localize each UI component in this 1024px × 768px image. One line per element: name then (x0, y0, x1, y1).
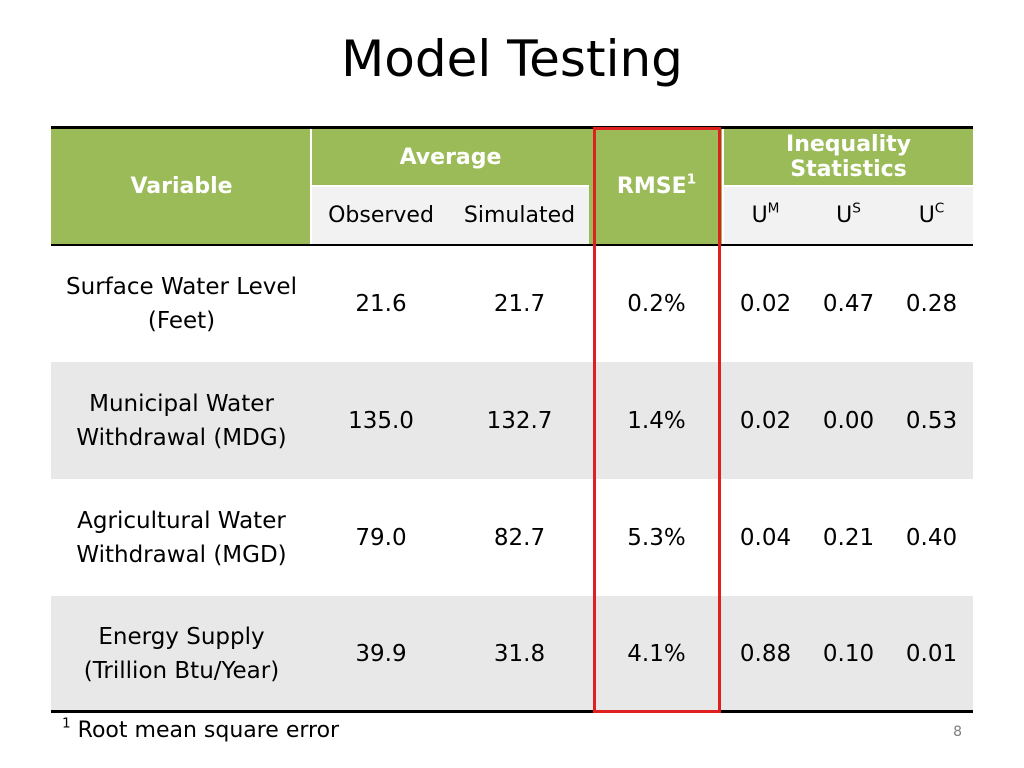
rmse-footnote-marker: 1 (686, 171, 697, 188)
rmse-cell: 5.3% (627, 524, 686, 551)
header-average-label: Average (399, 144, 502, 170)
simulated-cell: 82.7 (493, 524, 546, 551)
header-rmse: RMSE1 (589, 128, 724, 245)
uc-cell: 0.01 (905, 640, 958, 667)
rmse-cell: 1.4% (627, 407, 686, 434)
uc-cell: 0.53 (905, 407, 958, 434)
uc-cell: 0.28 (905, 290, 958, 317)
footnote: 1 Root mean square error (62, 715, 340, 743)
header-separator (722, 128, 724, 245)
variable-cell: Surface Water Level (Feet) (66, 273, 297, 334)
header-observed: Observed (312, 186, 450, 245)
us-cell: 0.47 (822, 290, 875, 317)
simulated-cell: 31.8 (493, 640, 546, 667)
variable-cell: Energy Supply (Trillion Btu/Year) (83, 623, 280, 684)
header-separator (310, 128, 312, 245)
header-observed-label: Observed (328, 203, 434, 228)
um-cell: 0.88 (739, 640, 792, 667)
header-separator (724, 185, 973, 187)
um-cell: 0.02 (739, 407, 792, 434)
header-um: UM (724, 186, 807, 245)
um-cell: 0.02 (739, 290, 792, 317)
observed-cell: 79.0 (355, 524, 407, 551)
header-variable: Variable (51, 128, 312, 245)
rmse-cell: 4.1% (627, 640, 686, 667)
us-cell: 0.10 (822, 640, 875, 667)
footnote-marker: 1 (62, 715, 71, 732)
header-simulated-label: Simulated (463, 203, 576, 228)
header-average: Average (312, 128, 589, 186)
row-band (51, 362, 973, 479)
header-us: US (807, 186, 890, 245)
um-cell: 0.04 (739, 524, 792, 551)
rmse-highlight-box (593, 127, 721, 713)
footnote-text: Root mean square error (77, 718, 340, 743)
header-rmse-label: RMSE1 (616, 171, 697, 199)
header-bottom-rule (51, 244, 973, 246)
header-variable-label: Variable (130, 174, 233, 199)
variable-cell: Municipal Water Withdrawal (MDG) (76, 390, 287, 451)
header-simulated: Simulated (450, 186, 589, 245)
observed-cell: 39.9 (355, 640, 407, 667)
rmse-cell: 0.2% (627, 290, 686, 317)
simulated-cell: 132.7 (486, 407, 553, 434)
header-separator (312, 185, 589, 187)
us-cell: 0.00 (822, 407, 875, 434)
table-top-rule (51, 126, 973, 129)
page-number: 8 (953, 724, 962, 740)
header-uc: UC (890, 186, 973, 245)
simulated-cell: 21.7 (493, 290, 546, 317)
observed-cell: 135.0 (348, 407, 414, 434)
row-band (51, 596, 973, 711)
header-inequality: Inequality Statistics (724, 128, 973, 186)
table-bottom-rule (51, 710, 973, 713)
header-inequality-label: Inequality Statistics (786, 132, 911, 182)
uc-cell: 0.40 (905, 524, 958, 551)
page-title: Model Testing (341, 30, 683, 88)
observed-cell: 21.6 (355, 290, 407, 317)
us-cell: 0.21 (822, 524, 875, 551)
variable-cell: Agricultural Water Withdrawal (MGD) (76, 507, 287, 568)
